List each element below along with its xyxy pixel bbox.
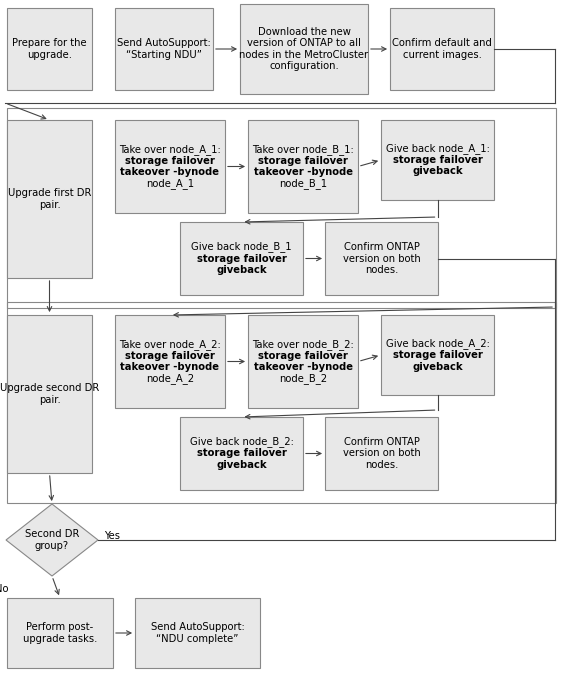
Text: group?: group?: [35, 541, 69, 551]
FancyBboxPatch shape: [7, 120, 92, 278]
FancyBboxPatch shape: [7, 8, 92, 90]
Text: nodes.: nodes.: [365, 265, 398, 275]
Text: Confirm default and: Confirm default and: [392, 38, 492, 48]
Text: configuration.: configuration.: [269, 61, 339, 71]
FancyBboxPatch shape: [115, 8, 213, 90]
Text: node_B_2: node_B_2: [279, 373, 327, 384]
FancyBboxPatch shape: [381, 120, 494, 200]
Text: No: No: [0, 584, 8, 594]
Text: Give back node_B_1: Give back node_B_1: [191, 242, 292, 253]
Text: storage failover: storage failover: [125, 156, 215, 166]
FancyBboxPatch shape: [381, 315, 494, 395]
Text: upgrade tasks.: upgrade tasks.: [23, 634, 97, 644]
Text: Confirm ONTAP: Confirm ONTAP: [344, 437, 419, 447]
Text: nodes.: nodes.: [365, 460, 398, 470]
FancyBboxPatch shape: [248, 120, 358, 213]
Text: takeover -bynode: takeover -bynode: [254, 167, 353, 177]
Text: storage failover: storage failover: [258, 351, 348, 361]
Text: takeover -bynode: takeover -bynode: [121, 362, 220, 372]
Text: Upgrade second DR: Upgrade second DR: [0, 383, 99, 393]
Text: “NDU complete”: “NDU complete”: [156, 634, 239, 644]
Text: Take over node_A_2:: Take over node_A_2:: [119, 339, 221, 349]
FancyBboxPatch shape: [240, 4, 368, 94]
Text: pair.: pair.: [38, 395, 61, 405]
Text: Second DR: Second DR: [25, 529, 79, 539]
Text: giveback: giveback: [216, 265, 267, 275]
Polygon shape: [6, 504, 98, 576]
Text: Send AutoSupport:: Send AutoSupport:: [151, 622, 245, 632]
Text: Take over node_B_2:: Take over node_B_2:: [252, 339, 354, 349]
Text: storage failover: storage failover: [258, 156, 348, 166]
Text: node_A_2: node_A_2: [146, 373, 194, 384]
Text: storage failover: storage failover: [196, 448, 286, 459]
FancyBboxPatch shape: [325, 222, 438, 295]
Text: Give back node_A_2:: Give back node_A_2:: [385, 338, 490, 349]
Text: Prepare for the: Prepare for the: [12, 38, 87, 48]
Text: Perform post-: Perform post-: [27, 622, 93, 632]
Text: version on both: version on both: [342, 253, 421, 264]
Text: Upgrade first DR: Upgrade first DR: [8, 188, 91, 198]
FancyBboxPatch shape: [325, 417, 438, 490]
Text: Give back node_A_1:: Give back node_A_1:: [385, 143, 490, 154]
Text: Download the new: Download the new: [258, 26, 350, 37]
Text: nodes in the MetroCluster: nodes in the MetroCluster: [239, 49, 368, 60]
Text: storage failover: storage failover: [125, 351, 215, 361]
FancyBboxPatch shape: [115, 315, 225, 408]
Text: takeover -bynode: takeover -bynode: [254, 362, 353, 372]
Text: storage failover: storage failover: [196, 253, 286, 264]
Text: upgrade.: upgrade.: [27, 49, 72, 60]
Text: storage failover: storage failover: [393, 155, 482, 165]
FancyBboxPatch shape: [390, 8, 494, 90]
Text: Yes: Yes: [104, 531, 120, 541]
Text: version of ONTAP to all: version of ONTAP to all: [247, 38, 361, 48]
Text: node_A_1: node_A_1: [146, 178, 194, 189]
Text: node_B_1: node_B_1: [279, 178, 327, 189]
Text: version on both: version on both: [342, 448, 421, 459]
FancyBboxPatch shape: [7, 598, 113, 668]
FancyBboxPatch shape: [180, 417, 303, 490]
Text: Send AutoSupport:: Send AutoSupport:: [117, 38, 211, 48]
Text: Take over node_A_1:: Take over node_A_1:: [119, 144, 221, 155]
Text: “Starting NDU”: “Starting NDU”: [126, 49, 202, 60]
FancyBboxPatch shape: [180, 222, 303, 295]
FancyBboxPatch shape: [248, 315, 358, 408]
Text: current images.: current images.: [402, 49, 482, 60]
FancyBboxPatch shape: [135, 598, 260, 668]
Text: pair.: pair.: [38, 200, 61, 209]
Text: Confirm ONTAP: Confirm ONTAP: [344, 242, 419, 252]
Text: giveback: giveback: [216, 460, 267, 470]
Text: storage failover: storage failover: [393, 350, 482, 360]
Text: giveback: giveback: [412, 166, 463, 177]
Text: Take over node_B_1:: Take over node_B_1:: [252, 144, 354, 155]
FancyBboxPatch shape: [7, 315, 92, 473]
Text: giveback: giveback: [412, 361, 463, 372]
Text: takeover -bynode: takeover -bynode: [121, 167, 220, 177]
FancyBboxPatch shape: [115, 120, 225, 213]
Text: Give back node_B_2:: Give back node_B_2:: [190, 436, 293, 448]
